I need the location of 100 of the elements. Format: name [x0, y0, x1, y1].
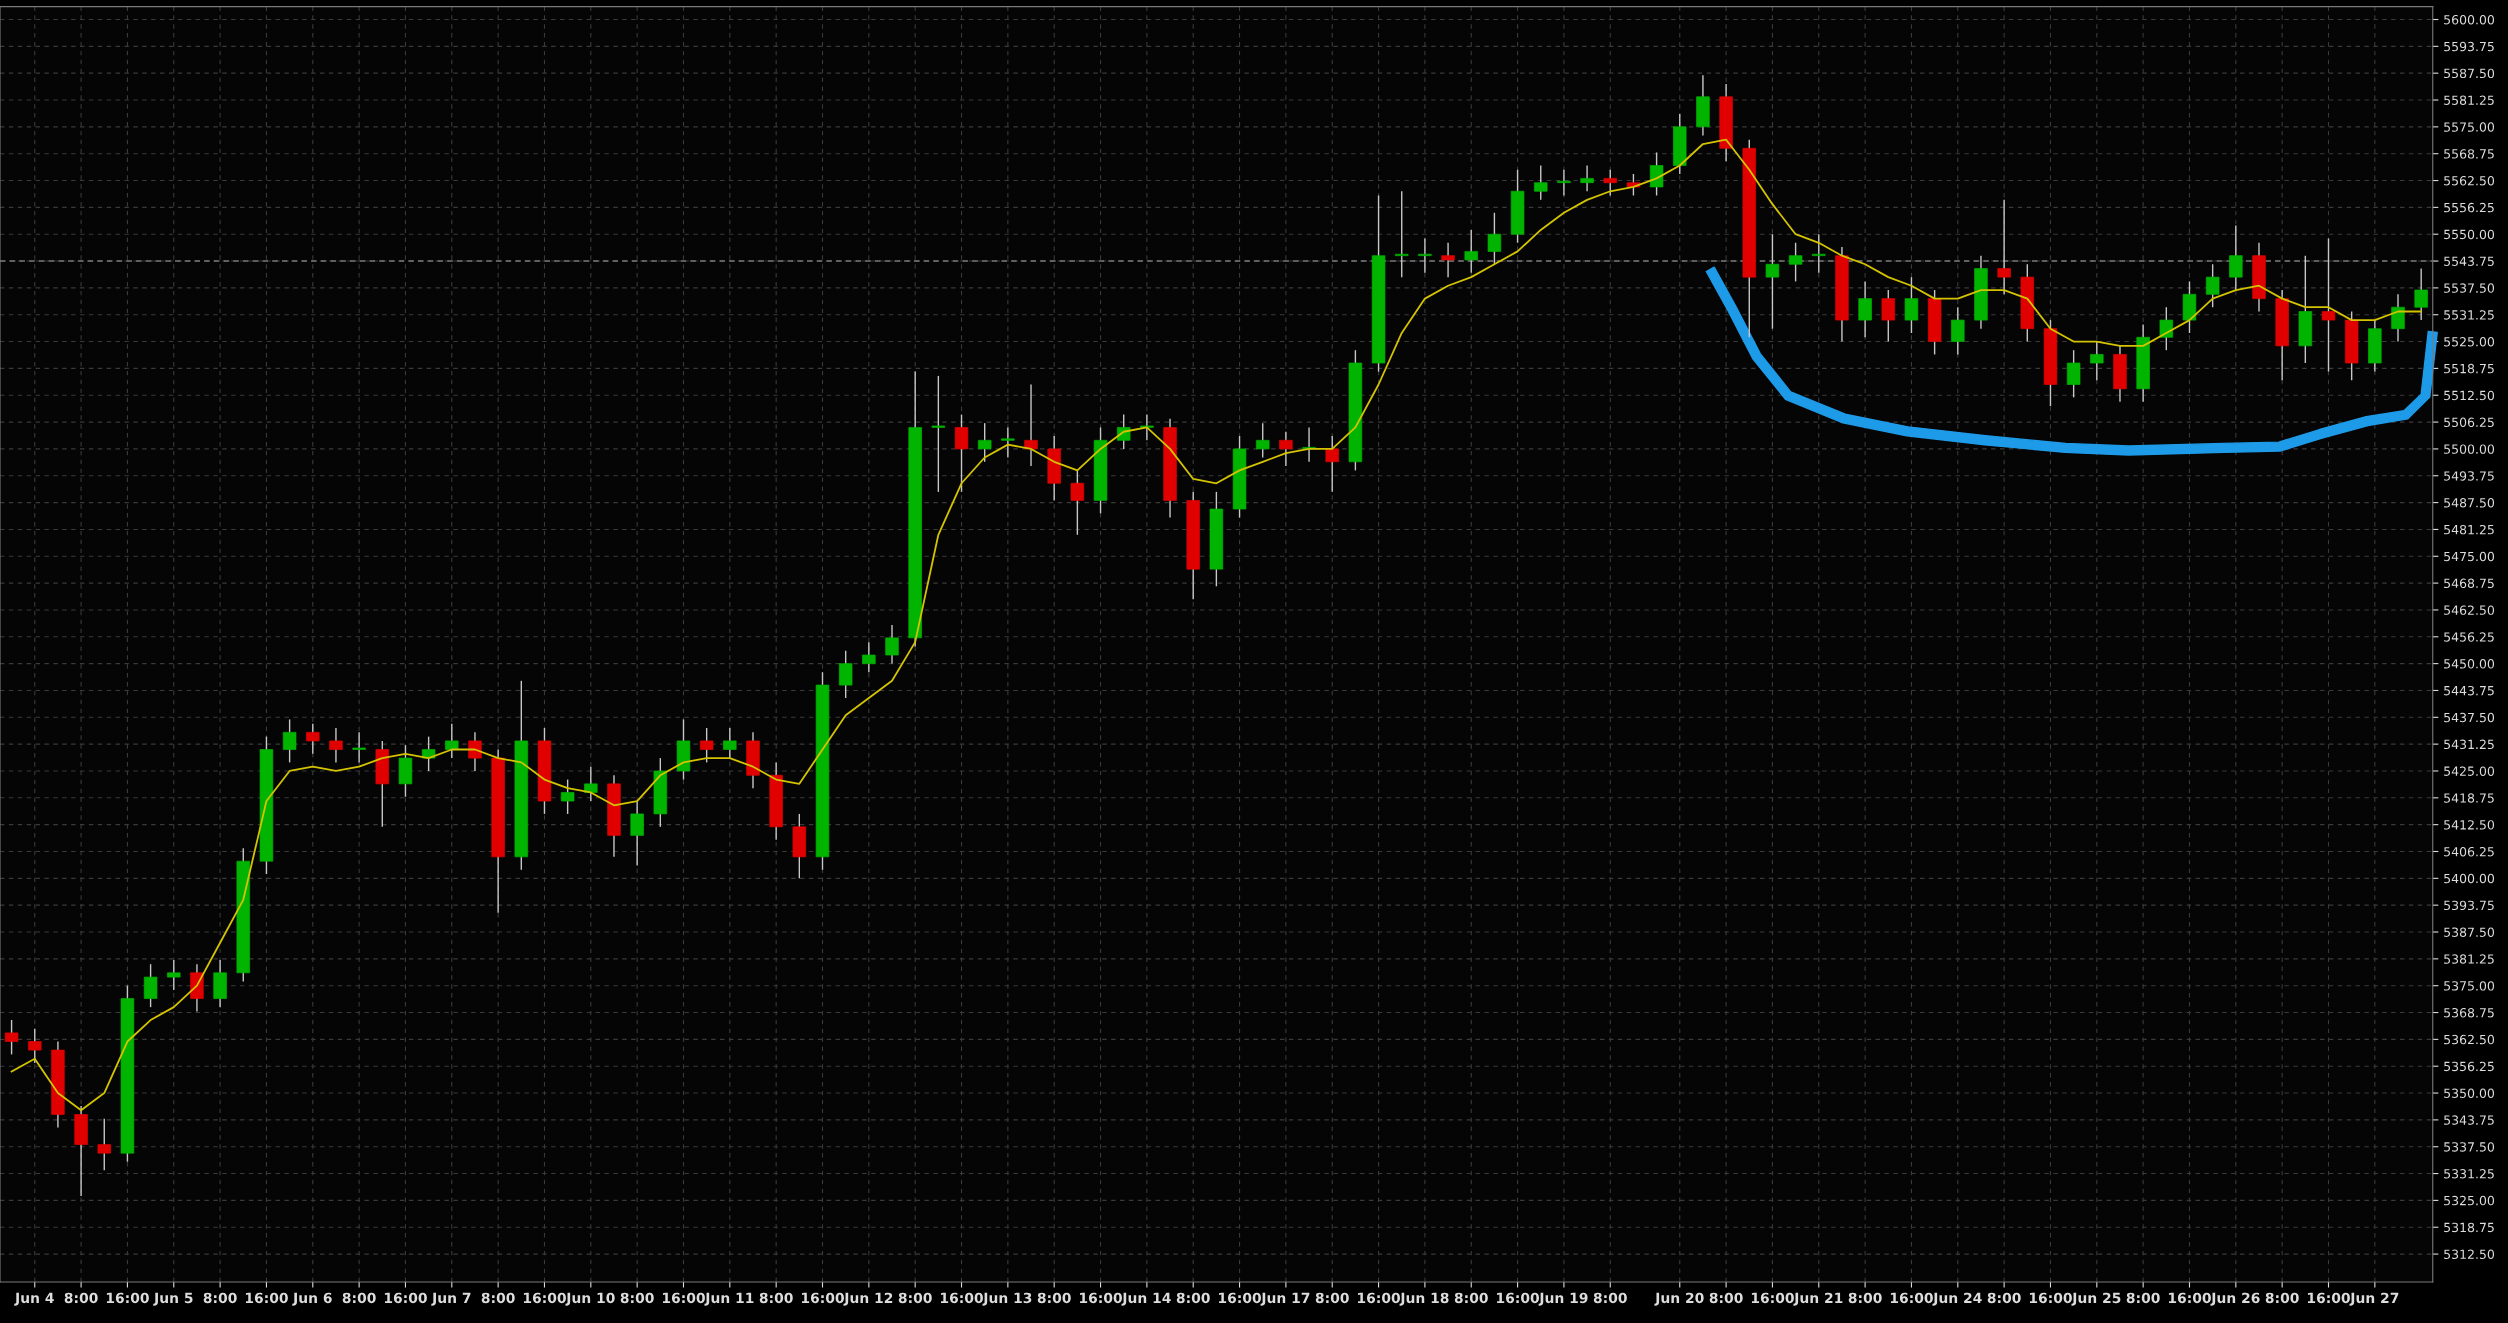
x-tick-label: 16:00	[245, 1292, 288, 1304]
x-tick-label: 8:00	[1315, 1292, 1349, 1304]
x-tick-label: Jun 11	[704, 1292, 754, 1306]
candlestick	[306, 723, 320, 755]
y-tick-label: 5381.25	[2444, 954, 2494, 964]
y-tick-label: 5500.00	[2444, 444, 2495, 454]
candlestick	[2321, 237, 2336, 373]
y-tick-label: 5387.50	[2444, 927, 2495, 937]
candlestick	[1649, 151, 1664, 197]
y-tick-label: 5481.25	[2444, 524, 2494, 535]
candlestick	[282, 718, 297, 764]
y-tick-label: 5350.00	[2444, 1088, 2495, 1098]
candlestick	[167, 959, 181, 991]
candlestick	[1788, 242, 1803, 283]
y-tick-label: 5437.50	[2444, 712, 2495, 723]
x-tick-label: Jun 24	[1932, 1292, 1982, 1306]
candlestick	[2066, 349, 2081, 399]
candlestick	[1858, 280, 1872, 338]
x-tick-label: 8:00	[1593, 1292, 1627, 1304]
y-tick-label: 5343.75	[2444, 1115, 2494, 1125]
candlestick	[1441, 242, 1455, 278]
x-tick-label: 8:00	[1176, 1292, 1210, 1304]
candlestick	[1418, 237, 1432, 274]
candlestick	[1140, 413, 1154, 442]
x-tick-label: 16:00	[1890, 1292, 1933, 1304]
candlestick	[630, 800, 644, 867]
y-tick-label: 5368.75	[2444, 1008, 2494, 1018]
candlestick	[723, 727, 737, 759]
y-tick-label: 5325.00	[2444, 1195, 2495, 1206]
candlestick	[1464, 229, 1478, 274]
x-tick-label: 8:00	[2265, 1292, 2299, 1304]
candlestick	[1580, 164, 1594, 192]
candlestick	[1024, 383, 1038, 467]
candlestick	[1881, 289, 1896, 343]
x-tick-label: 16:00	[1751, 1292, 1794, 1304]
candlestick	[1070, 469, 1085, 536]
candlestick	[1765, 233, 1780, 330]
y-tick-label: 5562.50	[2444, 176, 2495, 186]
y-tick-label: 5425.00	[2444, 766, 2495, 776]
y-tick-label: 5450.00	[2444, 659, 2495, 669]
y-tick-label: 5393.75	[2444, 900, 2494, 911]
candlestick	[329, 727, 343, 764]
candlestick	[1279, 431, 1293, 467]
x-tick-label: 16:00	[384, 1292, 427, 1304]
y-tick-label: 5418.75	[2444, 793, 2494, 803]
candlestick	[143, 963, 158, 1008]
y-tick-label: 5400.00	[2444, 873, 2495, 884]
candlestick	[1395, 190, 1409, 278]
y-tick-label: 5593.75	[2444, 41, 2494, 52]
candlestick	[584, 765, 598, 802]
y-tick-label: 5468.75	[2444, 578, 2494, 589]
y-tick-label: 5362.50	[2444, 1034, 2495, 1045]
candlestick	[2205, 263, 2220, 308]
candlestick	[2090, 340, 2104, 381]
y-tick-label: 5356.25	[2444, 1061, 2494, 1072]
y-tick-label: 5543.75	[2444, 256, 2494, 266]
candlestick	[445, 723, 459, 759]
x-tick-label: 8:00	[1848, 1292, 1882, 1304]
candlestick	[352, 731, 366, 764]
candlestick	[2229, 224, 2243, 291]
candlestick	[1487, 212, 1502, 265]
x-tick-label: 8:00	[2126, 1292, 2160, 1304]
x-tick-label: 8:00	[203, 1292, 237, 1304]
candlestick	[28, 1027, 42, 1064]
candlestick	[931, 375, 946, 493]
x-tick-label: 8:00	[342, 1292, 376, 1304]
x-tick-label: 8:00	[1454, 1292, 1488, 1304]
x-tick-label: Jun 14	[1121, 1292, 1171, 1306]
x-tick-label: 16:00	[801, 1292, 844, 1304]
candlestick	[560, 778, 575, 815]
y-tick-label: 5493.75	[2444, 471, 2494, 481]
x-tick-label: Jun 7	[431, 1292, 471, 1306]
y-tick-label: 5575.00	[2444, 122, 2495, 132]
y-tick-label: 5537.50	[2444, 283, 2495, 293]
candlestick	[954, 413, 969, 493]
y-tick-label: 5406.25	[2444, 846, 2494, 857]
candlestick	[862, 641, 876, 673]
y-tick-label: 5456.25	[2444, 632, 2494, 642]
x-tick-label: 16:00	[1497, 1292, 1540, 1304]
x-tick-label: Jun 27	[2349, 1292, 2399, 1306]
y-tick-label: 5443.75	[2444, 685, 2494, 696]
x-tick-label: Jun 10	[565, 1292, 615, 1306]
x-tick-label: Jun 13	[982, 1292, 1032, 1306]
x-tick-label: 16:00	[523, 1292, 566, 1304]
x-tick-label: 16:00	[1219, 1292, 1261, 1304]
x-tick-label: 8:00	[1987, 1292, 2021, 1304]
x-tick-label: 8:00	[64, 1292, 98, 1304]
x-tick-label: 8:00	[898, 1292, 932, 1304]
x-tick-label: Jun 17	[1260, 1292, 1310, 1306]
y-tick-label: 5587.50	[2444, 68, 2495, 79]
x-tick-label: Jun 5	[153, 1292, 193, 1306]
y-tick-label: 5531.25	[2444, 310, 2494, 320]
candlestick	[2414, 267, 2428, 321]
candlestick	[1904, 276, 1919, 334]
y-tick-label: 5475.00	[2444, 551, 2495, 562]
x-tick-label: 16:00	[940, 1292, 983, 1304]
y-tick-label: 5581.25	[2444, 95, 2494, 105]
x-tick-label: 16:00	[662, 1292, 705, 1304]
candlestick	[1951, 306, 1965, 356]
x-tick-label: Jun 18	[1399, 1292, 1449, 1306]
